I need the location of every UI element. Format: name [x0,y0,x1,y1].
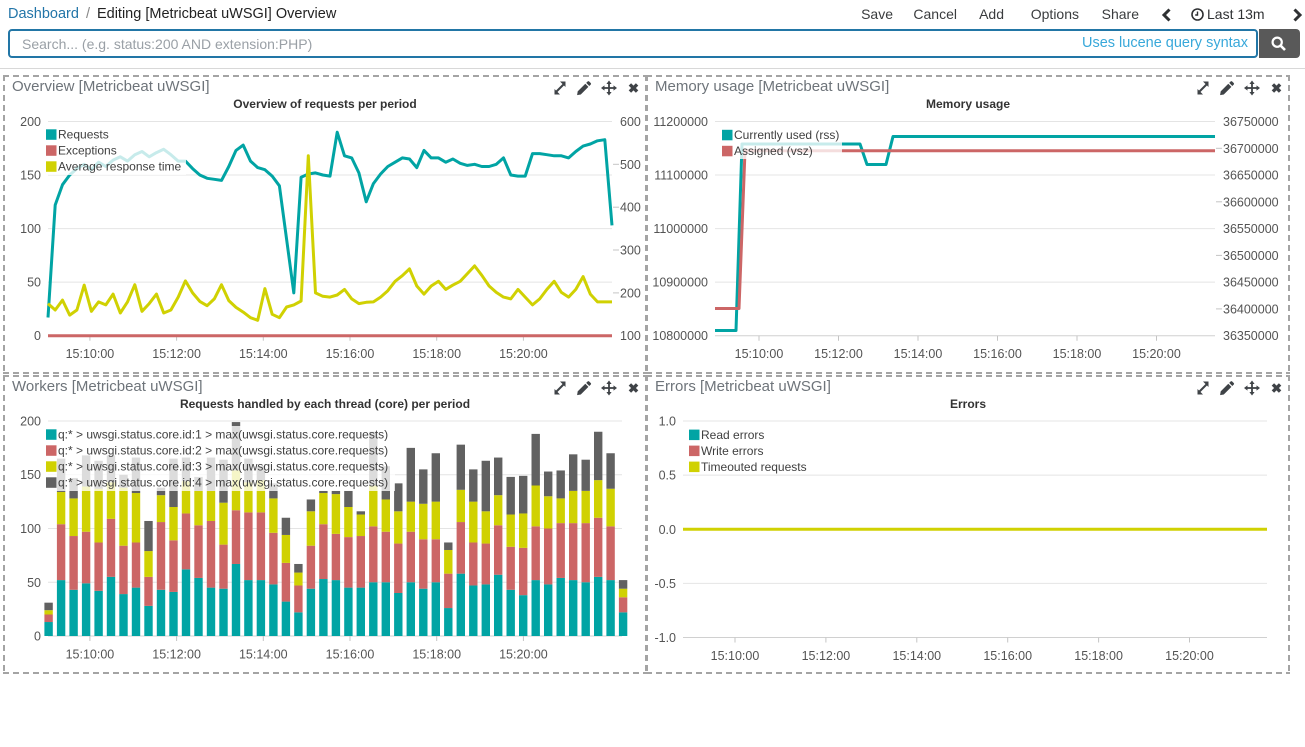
svg-text:15:20:00: 15:20:00 [1165,649,1214,663]
svg-text:15:14:00: 15:14:00 [239,648,288,662]
svg-text:15:12:00: 15:12:00 [152,648,201,662]
svg-text:Read errors: Read errors [701,428,764,442]
svg-text:15:16:00: 15:16:00 [326,347,375,361]
svg-text:100: 100 [620,329,641,343]
svg-text:15:20:00: 15:20:00 [499,347,548,361]
svg-text:q:* > uwsgi.status.core.id:2 >: q:* > uwsgi.status.core.id:2 > max(uwsgi… [58,444,388,458]
svg-text:15:10:00: 15:10:00 [735,347,784,361]
svg-text:36600000: 36600000 [1223,195,1279,209]
svg-text:15:12:00: 15:12:00 [814,347,863,361]
svg-text:11100000: 11100000 [654,169,708,183]
svg-text:36450000: 36450000 [1223,276,1279,290]
svg-text:15:18:00: 15:18:00 [1053,347,1102,361]
svg-text:36700000: 36700000 [1223,142,1279,156]
svg-text:150: 150 [20,468,41,482]
svg-text:Write errors: Write errors [701,444,763,458]
svg-text:15:10:00: 15:10:00 [66,648,115,662]
svg-text:0.5: 0.5 [659,469,676,483]
svg-text:0: 0 [34,329,41,343]
svg-text:Exceptions: Exceptions [58,144,117,158]
svg-text:150: 150 [20,169,41,183]
svg-text:0.0: 0.0 [659,523,676,537]
svg-text:100: 100 [20,522,41,536]
svg-text:15:18:00: 15:18:00 [1074,649,1123,663]
svg-text:36400000: 36400000 [1223,302,1279,316]
svg-text:500: 500 [620,158,641,172]
svg-text:15:18:00: 15:18:00 [412,347,461,361]
svg-text:36500000: 36500000 [1223,249,1279,263]
svg-text:11200000: 11200000 [653,115,708,129]
svg-text:Requests handled by each threa: Requests handled by each thread (core) p… [180,397,470,411]
svg-text:11000000: 11000000 [653,222,708,236]
svg-text:15:14:00: 15:14:00 [894,347,943,361]
svg-text:15:10:00: 15:10:00 [711,649,760,663]
svg-text:-1.0: -1.0 [654,631,676,645]
svg-text:Assigned (vsz): Assigned (vsz) [734,144,813,158]
svg-text:15:18:00: 15:18:00 [412,648,461,662]
svg-text:Memory usage: Memory usage [926,97,1010,111]
svg-text:Errors: Errors [950,397,986,411]
svg-text:-0.5: -0.5 [654,577,676,591]
svg-text:Currently used (rss): Currently used (rss) [734,128,839,142]
svg-text:300: 300 [620,244,641,258]
svg-text:50: 50 [27,276,41,290]
svg-text:15:16:00: 15:16:00 [983,649,1032,663]
svg-text:200: 200 [620,286,641,300]
svg-text:Timeouted requests: Timeouted requests [701,460,807,474]
svg-text:50: 50 [27,576,41,590]
svg-text:400: 400 [620,201,641,215]
svg-text:15:16:00: 15:16:00 [973,347,1022,361]
svg-text:10800000: 10800000 [652,329,708,343]
svg-text:36550000: 36550000 [1223,222,1279,236]
svg-text:Overview of requests per perio: Overview of requests per period [233,97,416,111]
svg-text:15:12:00: 15:12:00 [152,347,201,361]
svg-text:Average response time: Average response time [58,160,182,174]
svg-text:Requests: Requests [58,128,109,142]
svg-text:15:16:00: 15:16:00 [326,648,375,662]
svg-text:15:14:00: 15:14:00 [892,649,941,663]
svg-text:600: 600 [620,115,641,129]
svg-text:36750000: 36750000 [1223,115,1279,129]
svg-text:1.0: 1.0 [659,415,676,429]
svg-text:36650000: 36650000 [1223,169,1279,183]
svg-text:q:* > uwsgi.status.core.id:1 >: q:* > uwsgi.status.core.id:1 > max(uwsgi… [58,428,388,442]
svg-text:q:* > uwsgi.status.core.id:3 >: q:* > uwsgi.status.core.id:3 > max(uwsgi… [58,460,388,474]
svg-text:0: 0 [34,630,41,644]
svg-text:100: 100 [20,222,41,236]
svg-text:q:* > uwsgi.status.core.id:4 >: q:* > uwsgi.status.core.id:4 > max(uwsgi… [58,476,388,490]
svg-text:200: 200 [20,115,41,129]
svg-text:15:10:00: 15:10:00 [66,347,115,361]
svg-text:15:12:00: 15:12:00 [802,649,851,663]
svg-text:15:20:00: 15:20:00 [1132,347,1181,361]
svg-text:10900000: 10900000 [652,276,708,290]
svg-text:36350000: 36350000 [1223,329,1279,343]
svg-text:15:14:00: 15:14:00 [239,347,288,361]
svg-text:200: 200 [20,415,41,429]
svg-text:15:20:00: 15:20:00 [499,648,548,662]
